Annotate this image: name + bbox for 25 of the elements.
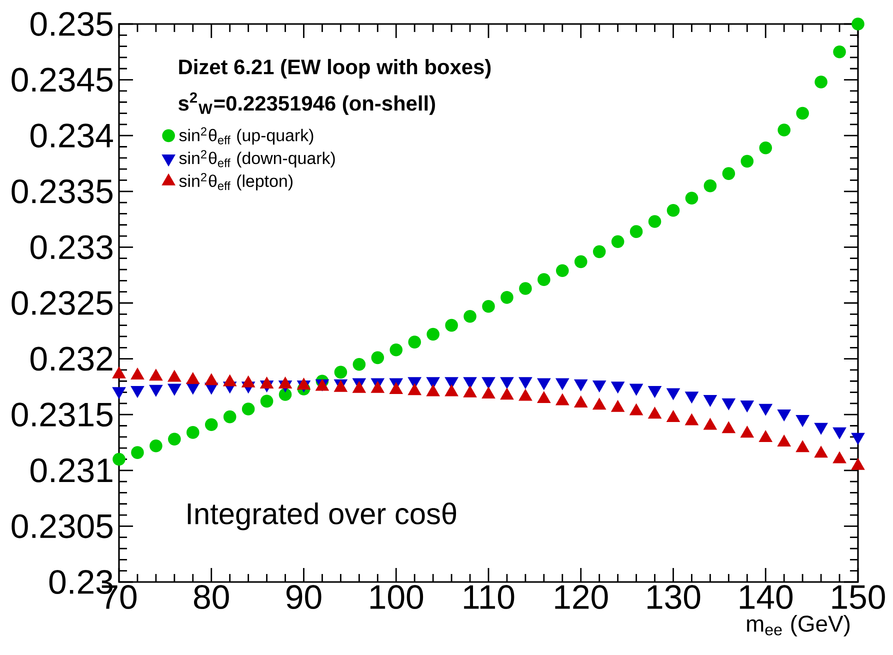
x-tick-label: 110 — [464, 585, 514, 610]
text: s$^{2}$$_{W}$=0.22351946 (on-shell) — [178, 92, 435, 115]
x-tick-label: 140 — [740, 585, 793, 610]
x-tick-label: 100 — [370, 585, 424, 610]
legend-label: sin$^{2}$θ$_{eff}$ (up-quark) — [179, 127, 314, 145]
x-tick-label: 80 — [194, 585, 229, 610]
x-tick-label: 150 — [832, 585, 885, 610]
y-tick-label: 0.2325 — [12, 291, 113, 315]
y-tick-label: 0.2315 — [12, 402, 113, 427]
x-tick-label: 130 — [648, 585, 700, 610]
y-tick-label: 0.231 — [30, 458, 112, 482]
x-axis-title: m$_{ee}$ (GeV) — [747, 615, 850, 636]
text: Dizet 6.21 (EW loop with boxes) — [179, 58, 491, 78]
y-tick-label: 0.2335 — [12, 179, 113, 204]
y-tick-label: 0.2305 — [12, 514, 113, 538]
annotation: Integrated over cosθ — [188, 502, 456, 530]
x-tick-label: 120 — [555, 585, 608, 610]
y-tick-label: 0.233 — [30, 235, 112, 260]
x-tick-label: 90 — [286, 585, 322, 610]
legend-label: sin$^{2}$θ$_{eff}$ (lepton) — [179, 172, 292, 190]
y-tick-label: 0.232 — [30, 346, 112, 371]
y-tick-label: 0.2345 — [12, 68, 113, 92]
legend-label: sin$^{2}$θ$_{eff}$ (down-quark) — [179, 150, 335, 168]
y-tick-label: 0.235 — [30, 12, 113, 36]
y-tick-label: 0.234 — [30, 124, 113, 148]
